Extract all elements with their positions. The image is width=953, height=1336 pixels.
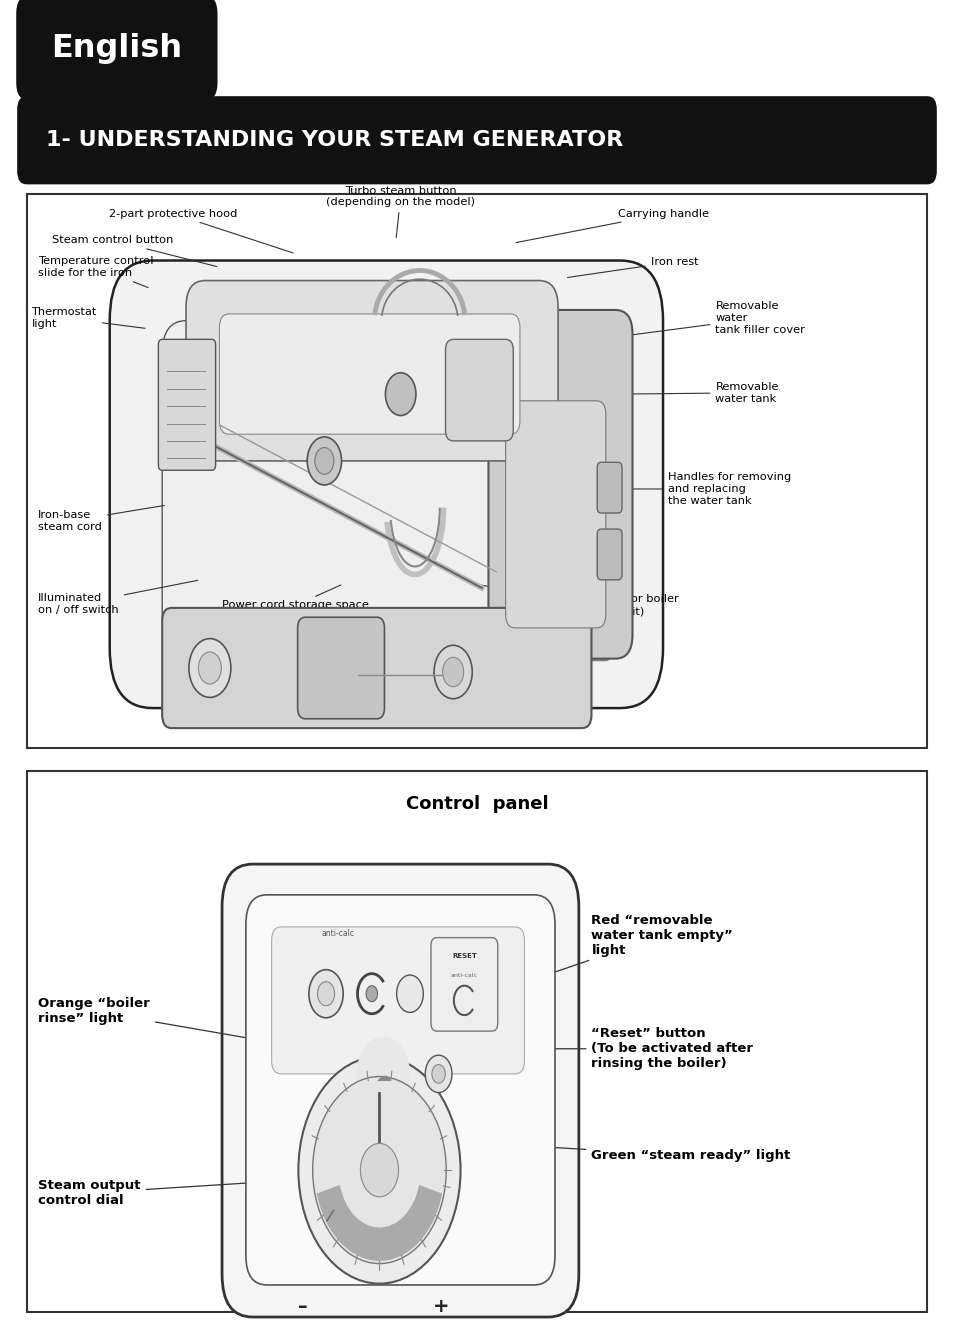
Circle shape (317, 982, 335, 1006)
Text: Power cord storage space: Power cord storage space (222, 585, 369, 611)
Wedge shape (316, 1185, 441, 1261)
Circle shape (189, 639, 231, 697)
Circle shape (356, 1037, 410, 1112)
Text: Removable
water
tank filler cover: Removable water tank filler cover (620, 302, 804, 337)
Text: Steam generator boiler
(in the base unit): Steam generator boiler (in the base unit… (475, 584, 678, 616)
Bar (27, 194, 926, 748)
FancyBboxPatch shape (186, 281, 558, 461)
Text: +: + (433, 1297, 449, 1316)
Circle shape (314, 448, 334, 474)
Text: anti-calc: anti-calc (451, 973, 477, 978)
FancyBboxPatch shape (246, 895, 555, 1285)
Text: RESET: RESET (452, 954, 476, 959)
FancyBboxPatch shape (505, 401, 605, 628)
Text: Thermostat
light: Thermostat light (31, 307, 145, 329)
Text: “Reset” button
(To be activated after
rinsing the boiler): “Reset” button (To be activated after ri… (513, 1027, 753, 1070)
Text: Carrying handle: Carrying handle (516, 208, 708, 243)
Circle shape (434, 645, 472, 699)
Text: Illuminated
on / off switch: Illuminated on / off switch (38, 580, 197, 615)
Circle shape (396, 975, 423, 1013)
FancyBboxPatch shape (110, 261, 662, 708)
FancyBboxPatch shape (162, 321, 591, 648)
Text: Handles for removing
and replacing
the water tank: Handles for removing and replacing the w… (592, 473, 790, 505)
FancyBboxPatch shape (222, 864, 578, 1317)
Circle shape (425, 1055, 452, 1093)
Text: Boiler rinse plug and steam
cord fastener clip: Boiler rinse plug and steam cord fastene… (395, 623, 553, 683)
FancyBboxPatch shape (162, 608, 591, 728)
Text: 2-part protective hood: 2-part protective hood (110, 208, 293, 253)
Text: Orange “boiler
rinse” light: Orange “boiler rinse” light (38, 998, 253, 1039)
Text: anti-calc: anti-calc (321, 929, 355, 938)
Text: Removable
water tank: Removable water tank (620, 382, 779, 403)
FancyBboxPatch shape (219, 314, 519, 434)
Text: Temperature control
slide for the iron: Temperature control slide for the iron (38, 257, 153, 287)
Text: Steam control button: Steam control button (52, 235, 216, 266)
Text: Turbo steam button
(depending on the model): Turbo steam button (depending on the mod… (326, 186, 475, 238)
Text: Power cord reel button
(depending on the model): Power cord reel button (depending on the… (176, 624, 325, 683)
Circle shape (385, 373, 416, 415)
Circle shape (298, 1057, 460, 1284)
Bar (27, 771, 926, 1312)
Text: Control  panel: Control panel (405, 795, 548, 812)
Text: Green “steam ready” light: Green “steam ready” light (513, 1145, 790, 1162)
FancyBboxPatch shape (272, 927, 524, 1074)
Circle shape (366, 986, 377, 1002)
FancyBboxPatch shape (445, 339, 513, 441)
FancyBboxPatch shape (16, 0, 217, 100)
FancyBboxPatch shape (597, 529, 621, 580)
Text: Steam output
control dial: Steam output control dial (38, 1180, 254, 1206)
Circle shape (313, 1077, 446, 1264)
Circle shape (360, 1144, 398, 1197)
FancyBboxPatch shape (162, 601, 610, 661)
FancyBboxPatch shape (297, 617, 384, 719)
FancyBboxPatch shape (158, 339, 215, 470)
Text: Iron-base
steam cord: Iron-base steam cord (38, 505, 164, 532)
Circle shape (198, 652, 221, 684)
Text: –: – (298, 1297, 308, 1316)
Circle shape (432, 1065, 445, 1083)
Text: Iron rest: Iron rest (567, 257, 698, 278)
Circle shape (307, 437, 341, 485)
FancyBboxPatch shape (488, 310, 632, 659)
FancyBboxPatch shape (431, 938, 497, 1031)
FancyBboxPatch shape (597, 462, 621, 513)
Text: 1- UNDERSTANDING YOUR STEAM GENERATOR: 1- UNDERSTANDING YOUR STEAM GENERATOR (46, 131, 622, 150)
Text: Red “removable
water tank empty”
light: Red “removable water tank empty” light (513, 914, 733, 986)
Text: English: English (51, 32, 182, 64)
Text: ☁: ☁ (375, 1069, 391, 1083)
FancyBboxPatch shape (17, 96, 936, 184)
Circle shape (309, 970, 343, 1018)
Circle shape (442, 657, 463, 687)
